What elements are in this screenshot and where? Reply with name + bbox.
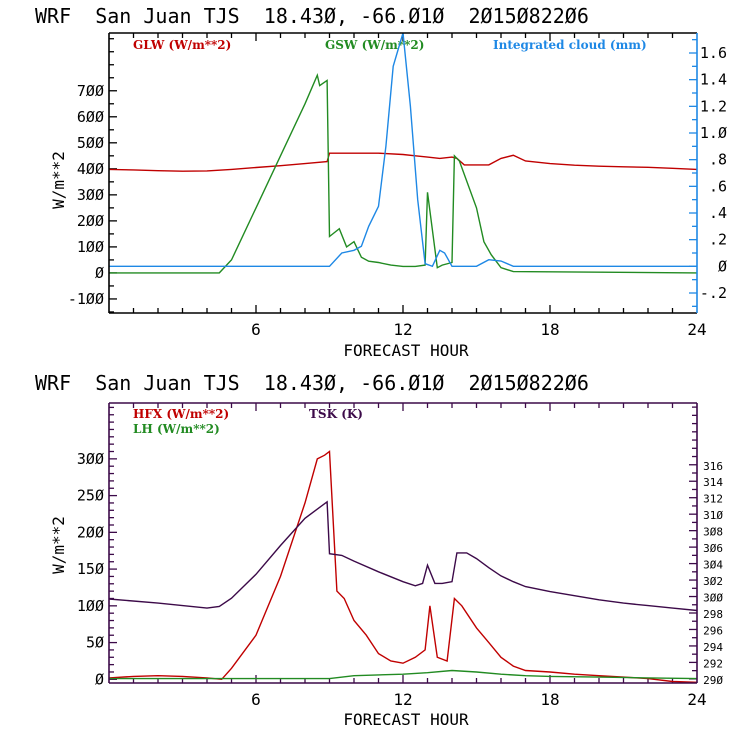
y2-tick-label: 3ØØ: [703, 592, 723, 605]
series-line-glw: [108, 152, 698, 172]
legend-hfx: HFX (W/m**2): [133, 407, 229, 421]
chart-hfx-lh-tsk: WRF San Juan TJS 18.43Ø, -66.Ø1Ø 2Ø15Ø82…: [35, 371, 723, 729]
y-tick-label: 4ØØ: [77, 160, 104, 178]
y-tick-label: 15Ø: [77, 560, 104, 578]
series-line-gsw: [109, 72, 698, 274]
y2-tick-label: 29Ø: [703, 674, 723, 687]
y-tick-label: 6ØØ: [77, 108, 104, 126]
series-layer: [108, 32, 698, 274]
y2-tick-label: .4: [709, 204, 727, 222]
y2-tick-label: 1.4: [700, 71, 727, 89]
y2-tick-label: 312: [703, 493, 723, 506]
y2-tick-label: 1.2: [700, 97, 727, 115]
y2-tick-label: 298: [703, 608, 723, 621]
series-line-integrated: [109, 32, 697, 268]
legend-gsw: GSW (W/m**2): [325, 38, 424, 52]
y-tick-label: 1ØØ: [77, 238, 104, 256]
y-tick-label: 2ØØ: [77, 212, 104, 230]
y2-tick-label: 31Ø: [703, 509, 723, 522]
plot-frame: [108, 402, 698, 684]
x-tick-label: 12: [393, 320, 412, 339]
y2-tick-label: -.2: [700, 284, 727, 302]
legend-glw: GLW (W/m**2): [133, 38, 231, 52]
y-tick-label: 3ØØ: [77, 450, 104, 468]
chart-title: WRF San Juan TJS 18.43Ø, -66.Ø1Ø 2Ø15Ø82…: [35, 4, 589, 28]
y2-tick-label: 296: [703, 624, 723, 637]
y2-tick-label: 314: [703, 476, 723, 489]
y2-tick-label: .2: [709, 231, 727, 249]
x-tick-label: 12: [393, 690, 412, 709]
x-tick-label: 18: [540, 320, 559, 339]
series-line-tsk: [108, 500, 698, 612]
plot-frame: [108, 32, 698, 314]
y2-tick-label: 294: [703, 641, 723, 654]
y-tick-label: 25Ø: [77, 487, 104, 505]
y2-tick-label: 3Ø2: [703, 575, 723, 588]
y-tick-label: Ø: [95, 264, 104, 282]
y2-tick-label: .8: [709, 151, 727, 169]
x-tick-label: 6: [251, 690, 261, 709]
y2-tick-label: 1.Ø: [700, 124, 727, 142]
chart-glw-gsw-cloud: WRF San Juan TJS 18.43Ø, -66.Ø1Ø 2Ø15Ø82…: [35, 4, 727, 360]
x-tick-label: 24: [687, 320, 706, 339]
y2-tick-label: 1.6: [700, 44, 727, 62]
series-line-lh: [109, 669, 698, 680]
y2-tick-label: 3Ø8: [703, 526, 723, 539]
y-axis-label: W/m**2: [49, 151, 68, 209]
y2-tick-label: 316: [703, 460, 723, 473]
y-tick-label: 5ØØ: [77, 134, 104, 152]
y2-tick-label: 292: [703, 657, 723, 670]
y2-tick-label: .6: [709, 177, 727, 195]
y-tick-label: Ø: [95, 670, 104, 688]
y-tick-label: 2ØØ: [77, 523, 104, 541]
chart-title: WRF San Juan TJS 18.43Ø, -66.Ø1Ø 2Ø15Ø82…: [35, 371, 589, 395]
y-tick-label: 5Ø: [86, 634, 104, 652]
y-tick-label: 3ØØ: [77, 186, 104, 204]
legend-lh: LH (W/m**2): [133, 422, 220, 436]
x-tick-label: 6: [251, 320, 261, 339]
y-tick-label: -1ØØ: [68, 290, 104, 308]
y2-tick-label: Ø: [718, 257, 727, 275]
x-tick-label: 24: [687, 690, 706, 709]
x-axis-label: FORECAST HOUR: [343, 710, 469, 729]
series-layer: [108, 450, 698, 683]
x-tick-label: 18: [540, 690, 559, 709]
y-axis-label: W/m**2: [49, 516, 68, 574]
y-tick-label: 7ØØ: [77, 82, 104, 100]
y2-tick-label: 3Ø6: [703, 542, 723, 555]
x-axis-label: FORECAST HOUR: [343, 341, 469, 360]
axes-ticks: 6 12 18 24 -1ØØ Ø 1ØØ 2ØØ 3ØØ 4ØØ 5ØØ 6ØØ 7ØØ -.2 Ø .2.…: [68, 33, 727, 339]
series-line-hfx: [108, 450, 698, 683]
y2-tick-label: 3Ø4: [703, 559, 723, 572]
legend-tsk: TSK (K): [309, 407, 363, 421]
y-tick-label: 1ØØ: [77, 597, 104, 615]
legend-integrated-cloud: Integrated cloud (mm): [493, 38, 647, 52]
